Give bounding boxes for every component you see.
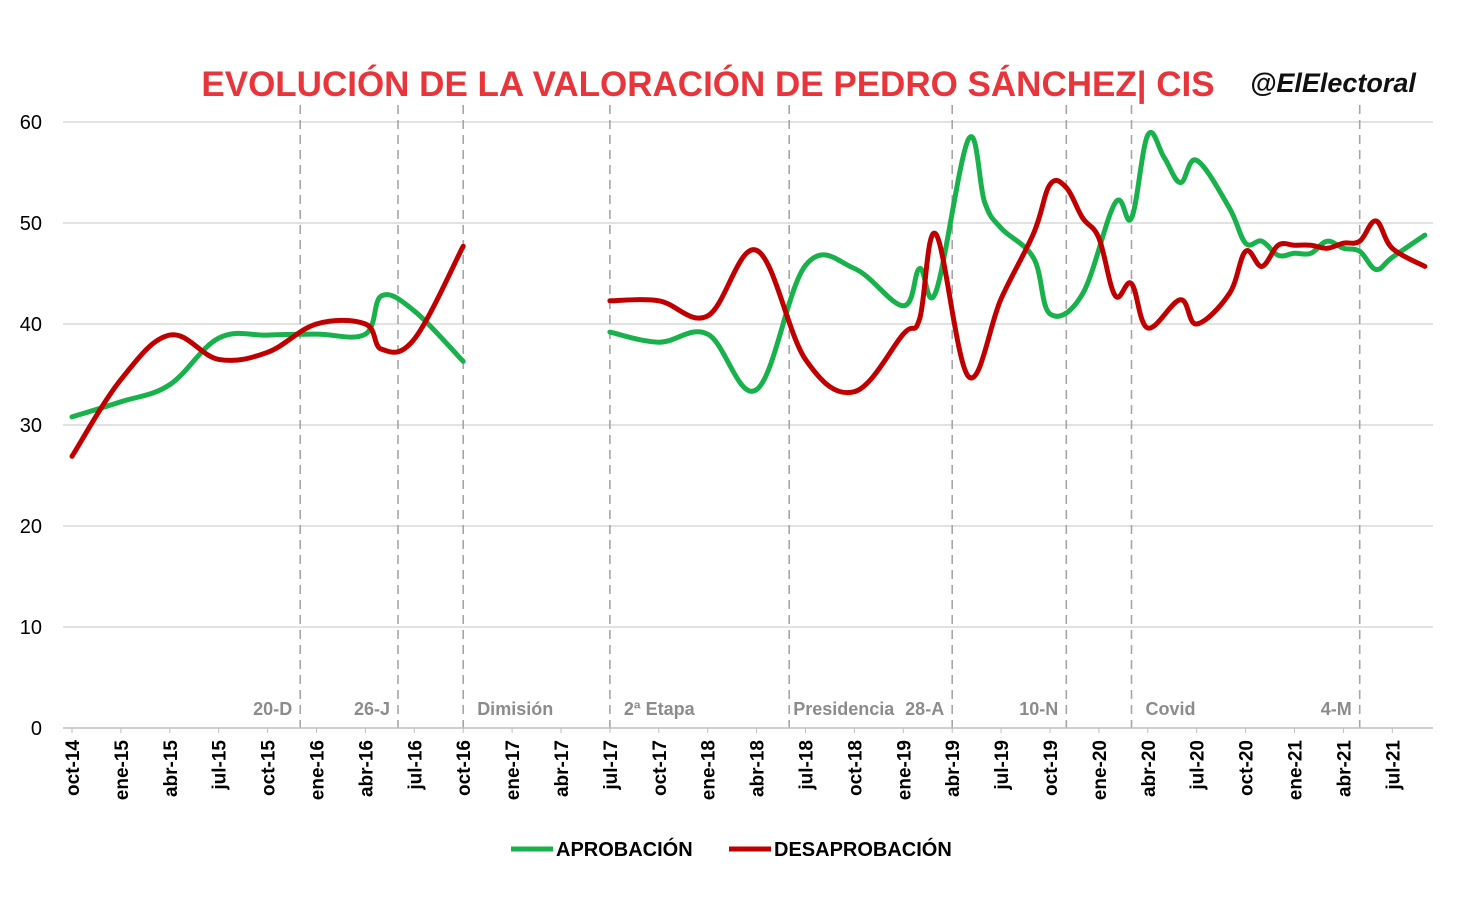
event-label: 26-J — [354, 699, 390, 719]
event-label: 28-A — [905, 699, 944, 719]
series-line-desaprobacion-segment-1 — [69, 243, 466, 459]
x-tick-label: abr-21 — [1334, 740, 1355, 797]
legend: APROBACIÓN DESAPROBACIÓN — [511, 837, 952, 861]
y-tick-label: 40 — [20, 314, 42, 336]
event-label: Presidencia — [793, 699, 895, 719]
x-tick-label: jul-15 — [210, 740, 231, 791]
event-label: Dimisión — [477, 699, 553, 719]
event-label: 10-N — [1019, 699, 1058, 719]
x-tick-label: jul-16 — [405, 740, 426, 791]
x-tick-label: abr-15 — [161, 740, 182, 797]
x-tick-label: oct-19 — [1041, 740, 1062, 796]
x-tick-label: ene-21 — [1286, 740, 1307, 801]
series-line-aprobacion-segment-2 — [607, 130, 1428, 394]
x-tick-label: jul-21 — [1383, 740, 1404, 791]
x-tick-label: abr-20 — [1139, 740, 1160, 797]
x-tick-label: oct-15 — [259, 740, 280, 796]
x-tick-label: ene-18 — [699, 740, 720, 800]
legend-label-desaprobacion: DESAPROBACIÓN — [774, 837, 952, 861]
x-tick-label: abr-17 — [552, 740, 573, 797]
y-tick-label: 10 — [20, 617, 42, 639]
y-tick-label: 20 — [20, 516, 42, 538]
x-tick-label: ene-20 — [1090, 740, 1111, 800]
x-tick-label: abr-16 — [356, 740, 377, 797]
x-tick-label: abr-19 — [943, 740, 964, 797]
x-tick-label: ene-16 — [308, 740, 329, 800]
brand-handle: @ElElectoral — [1250, 68, 1416, 98]
x-tick-label: jul-17 — [601, 740, 622, 791]
event-label: 2ª Etapa — [624, 699, 696, 719]
y-tick-label: 0 — [31, 718, 42, 740]
series-lines — [69, 130, 1428, 459]
chart-title: EVOLUCIÓN DE LA VALORACIÓN DE PEDRO SÁNC… — [201, 64, 1214, 104]
series-line-aprobacion-segment-1 — [69, 292, 466, 420]
x-tick-label: abr-18 — [748, 740, 769, 797]
gridlines — [63, 121, 1433, 628]
series-line-desaprobacion-segment-2 — [607, 177, 1428, 396]
x-tick-label: oct-16 — [454, 740, 475, 796]
x-tick-label: ene-19 — [894, 740, 915, 800]
x-tick-label: oct-14 — [63, 740, 84, 796]
x-tick-label: oct-18 — [845, 740, 866, 796]
event-label: Covid — [1146, 699, 1196, 719]
x-tick-label: oct-20 — [1237, 740, 1258, 796]
x-tick-label: jul-19 — [992, 740, 1013, 791]
x-tick-label: ene-17 — [503, 740, 524, 800]
axes: 0 10 20 30 40 50 60 oct-14 ene-15 abr-15 jul-15 oct… — [20, 112, 1433, 800]
legend-label-aprobacion: APROBACIÓN — [556, 837, 693, 861]
y-tick-label: 30 — [20, 415, 42, 437]
x-tick-label: jul-18 — [797, 740, 818, 791]
y-tick-label: 60 — [20, 112, 42, 134]
event-markers: 20-D 26-J Dimisión 2ª Etapa Presidencia 28-A 1… — [253, 105, 1361, 728]
x-tick-label: oct-17 — [650, 740, 671, 796]
x-tick-label: ene-15 — [112, 740, 133, 801]
x-tick-label: jul-20 — [1188, 740, 1209, 791]
event-label: 20-D — [253, 699, 292, 719]
event-label: 4-M — [1321, 699, 1352, 719]
y-tick-label: 50 — [20, 213, 42, 235]
